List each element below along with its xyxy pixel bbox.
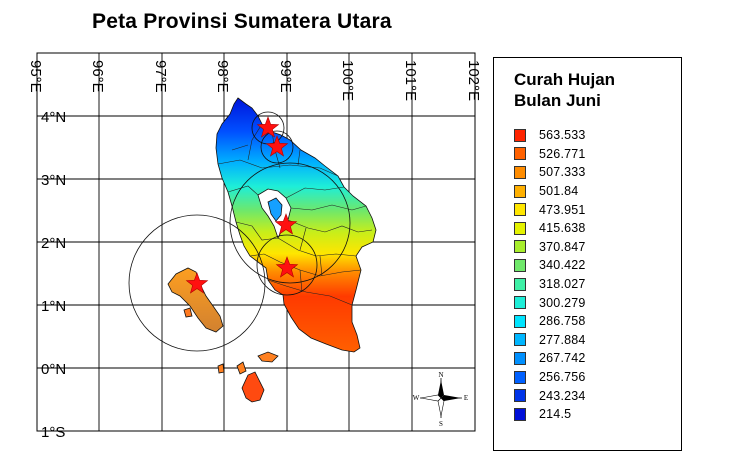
legend-item: 318.027 [514,275,674,294]
legend-label: 256.756 [539,370,586,385]
legend-swatch [514,277,526,291]
legend-label: 214.5 [539,407,572,422]
legend-title-line1: Curah Hujan [514,70,616,89]
longitude-label: 98°E [214,60,231,93]
legend-swatch [514,314,526,328]
legend-swatch [514,240,526,254]
legend-label: 563.533 [539,128,586,143]
legend-swatch [514,165,526,179]
legend-swatch [514,370,526,384]
pulau-tello [241,371,265,403]
legend-swatch [514,333,526,347]
legend-title: Curah Hujan Bulan Juni [514,69,674,111]
longitude-label: 102°E [465,60,482,101]
latitude-label: 3°N [41,172,66,189]
compass-s: S [439,420,443,428]
legend-item: 507.333 [514,163,674,182]
small-island-2 [236,361,247,375]
map-figure: 95°E 96°E 97°E 98°E 99°E 100°E 101°E 102°E 4°N 3… [27,52,482,441]
latitude-label: 2°N [41,235,66,252]
latitude-label: 4°N [41,109,66,126]
samosir-island [267,197,283,222]
legend-item: 370.847 [514,238,674,257]
longitude-label: 96°E [89,60,106,93]
longitude-label: 101°E [402,60,419,101]
longitude-label: 99°E [277,60,294,93]
latitude-label: 0°N [41,361,66,378]
legend-swatch [514,184,526,198]
legend-item: 286.758 [514,312,674,331]
compass-rose: N S W E [413,371,468,428]
legend-label: 340.422 [539,258,586,273]
legend-label: 501.84 [539,184,579,199]
station-star-1 [256,116,280,138]
legend-label: 473.951 [539,202,586,217]
legend-item: 526.771 [514,145,674,164]
station-star-5 [185,272,209,294]
compass-e: E [464,394,468,402]
station-star-3 [274,213,298,235]
longitude-label: 100°E [339,60,356,101]
legend-label: 286.758 [539,314,586,329]
legend-label: 507.333 [539,165,586,180]
station-star-2 [265,135,289,157]
legend-panel: Curah Hujan Bulan Juni 563.533 526.771 507… [493,57,682,451]
station-star-4 [275,256,299,278]
legend-label: 318.027 [539,277,586,292]
legend-label: 300.279 [539,295,586,310]
small-island-1 [257,351,279,363]
legend-swatch [514,147,526,161]
legend-item: 243.234 [514,386,674,405]
small-island-4 [183,307,193,318]
legend-swatch [514,258,526,272]
legend-item: 563.533 [514,126,674,145]
legend-label: 243.234 [539,388,586,403]
legend-swatch [514,203,526,217]
legend-label: 526.771 [539,146,586,161]
small-island-3 [217,363,225,374]
legend-item: 277.884 [514,331,674,350]
longitude-labels: 95°E 96°E 97°E 98°E 99°E 100°E 101°E 102°E [27,60,482,101]
legend-swatch [514,296,526,310]
legend-swatch [514,128,526,142]
legend-label: 415.638 [539,221,586,236]
legend-label: 267.742 [539,351,586,366]
latitude-labels: 4°N 3°N 2°N 1°N 0°N 1°S [41,109,66,441]
legend-item: 473.951 [514,200,674,219]
nias-island [167,267,224,333]
legend-items: 563.533 526.771 507.333 501.84 473.951 415.63… [514,126,674,422]
legend-item: 256.756 [514,368,674,387]
compass-w: W [413,394,420,402]
legend-item: 267.742 [514,349,674,368]
legend-title-line2: Bulan Juni [514,91,601,110]
legend-item: 415.638 [514,219,674,238]
legend-item: 300.279 [514,293,674,312]
longitude-label: 95°E [27,60,44,93]
legend-item: 340.422 [514,256,674,275]
legend-label: 370.847 [539,239,586,254]
latitude-label: 1°N [41,298,66,315]
legend-swatch [514,389,526,403]
legend-swatch [514,221,526,235]
map-title: Peta Provinsi Sumatera Utara [92,10,392,33]
station-markers [185,116,299,294]
legend-item: 214.5 [514,405,674,422]
legend-swatch [514,351,526,365]
compass-n: N [438,371,443,379]
longitude-label: 97°E [152,60,169,93]
regency-boundaries [217,123,373,306]
legend-swatch [514,407,526,421]
legend-label: 277.884 [539,332,586,347]
mainland-sumatera-utara [215,97,377,353]
legend-item: 501.84 [514,182,674,201]
latitude-label: 1°S [41,424,65,441]
